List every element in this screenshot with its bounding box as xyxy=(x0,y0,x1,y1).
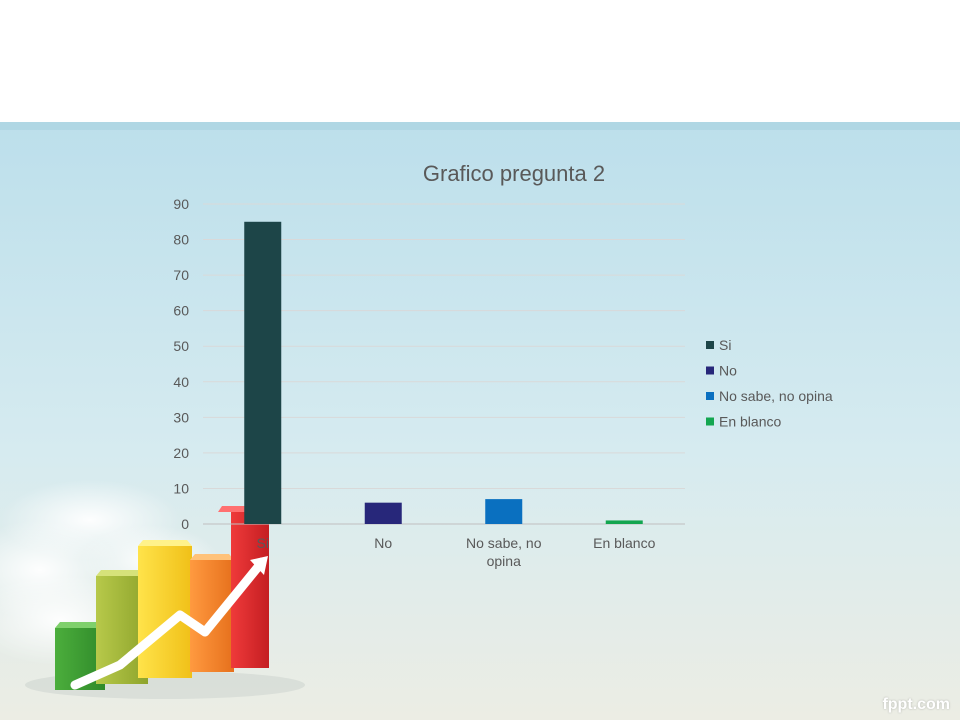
bars xyxy=(244,221,643,524)
y-tick-label: 80 xyxy=(173,232,189,248)
y-tick-label: 30 xyxy=(173,409,189,425)
legend-swatch xyxy=(706,392,714,400)
x-category-label: No sabe, no opina xyxy=(466,535,542,569)
y-tick-label: 10 xyxy=(173,480,189,496)
bar xyxy=(364,502,402,524)
y-tick-label: 70 xyxy=(173,267,189,283)
x-category-label: En blanco xyxy=(593,535,655,551)
bar xyxy=(244,221,282,524)
brand-watermark: fppt.com xyxy=(882,696,950,713)
y-tick-label: 50 xyxy=(173,338,189,354)
y-tick-label: 20 xyxy=(173,445,189,461)
y-tick-label: 90 xyxy=(173,196,189,212)
decorative-bars-graphic xyxy=(25,506,305,699)
bar xyxy=(485,499,523,524)
y-tick-label: 40 xyxy=(173,374,189,390)
chart-title: Grafico pregunta 2 xyxy=(423,161,605,186)
legend-label: En blanco xyxy=(719,414,781,430)
y-tick-label: 0 xyxy=(181,516,189,532)
legend: Si No No sabe, no opina En blanco xyxy=(706,337,833,430)
bar xyxy=(605,520,643,524)
x-category-label: Si xyxy=(257,535,269,551)
y-axis-ticks: 0 10 20 30 40 50 60 70 80 90 xyxy=(173,196,189,532)
header-band xyxy=(0,0,960,122)
legend-swatch xyxy=(706,366,714,375)
x-axis-categories: Si No No sabe, no opina En blanco xyxy=(257,535,656,569)
legend-label: Si xyxy=(719,337,731,353)
x-category-label: No xyxy=(374,535,392,551)
legend-label: No sabe, no opina xyxy=(719,388,833,404)
legend-swatch xyxy=(706,417,714,426)
grid-lines xyxy=(203,203,685,525)
legend-swatch xyxy=(706,341,714,349)
y-tick-label: 60 xyxy=(173,303,189,319)
header-shadow xyxy=(0,122,960,130)
legend-label: No xyxy=(719,363,737,379)
